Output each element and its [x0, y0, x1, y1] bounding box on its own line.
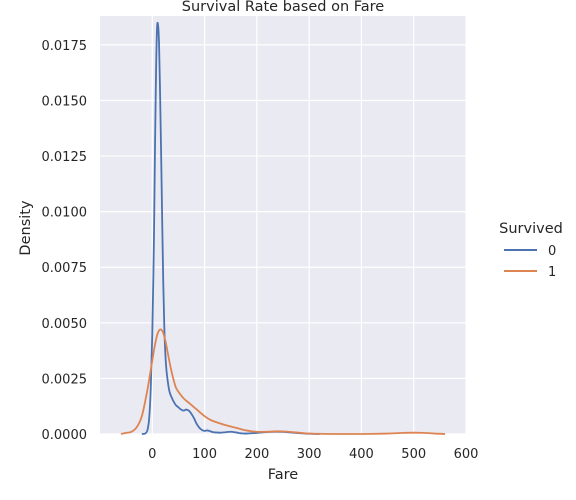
legend-label-1: 1: [548, 265, 556, 280]
y-tick-label: 0.0125: [42, 150, 88, 165]
legend-label-0: 0: [548, 244, 556, 259]
y-tick-label: 0.0025: [42, 372, 88, 387]
y-tick-label: 0.0050: [42, 317, 88, 332]
series-layer: [120, 21, 446, 435]
x-axis-label: Fare: [268, 467, 299, 483]
x-tick-label: 200: [244, 447, 269, 462]
x-tick-label: 300: [297, 447, 322, 462]
y-tick-label: 0.0075: [42, 261, 88, 276]
x-tick-label: 500: [401, 447, 426, 462]
x-tick-label: 0: [148, 447, 156, 462]
y-tick-label: 0.0100: [42, 206, 88, 221]
series-line-1: [120, 328, 446, 435]
x-tick-labels: 0 100 200 300 400 500 600: [148, 447, 478, 462]
plot-background: [100, 16, 466, 434]
y-tick-label: 0.0000: [42, 428, 88, 443]
y-tick-label: 0.0175: [42, 39, 88, 54]
series-line-0: [141, 21, 320, 435]
x-tick-label: 400: [349, 447, 374, 462]
x-tick-label: 100: [192, 447, 217, 462]
y-tick-label: 0.0150: [42, 94, 88, 109]
chart-title: Survival Rate based on Fare: [182, 0, 385, 15]
legend-title: Survived: [499, 221, 563, 237]
grid: [100, 16, 467, 435]
y-axis-label: Density: [18, 200, 34, 256]
y-tick-labels: 0.0000 0.0025 0.0050 0.0075 0.0100 0.0125 0.01…: [42, 39, 88, 443]
legend: Survived 01: [499, 221, 563, 280]
legend-items: 01: [504, 244, 556, 280]
x-tick-label: 600: [454, 447, 479, 462]
